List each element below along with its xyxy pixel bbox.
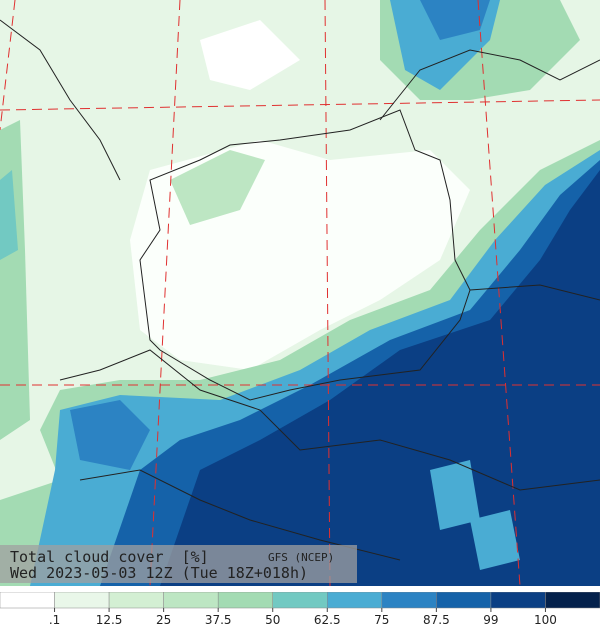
colorbar-label: 37.5: [205, 613, 232, 627]
colorbar-segment: [490, 592, 546, 609]
info-box: Total cloud cover [%] GFS (NCEP) Wed 202…: [0, 545, 357, 583]
colorbar-label: 50: [265, 613, 280, 627]
colorbar-label: 62.5: [314, 613, 341, 627]
model: GFS (NCEP): [268, 551, 335, 564]
colorbar-segment: [381, 592, 437, 609]
map: [0, 0, 600, 586]
colorbar-label: 100: [534, 613, 557, 627]
colorbar: .1 12.5 25 37.5 50 62.5 75 87.5 99 100: [0, 592, 600, 627]
unit: [%]: [181, 548, 209, 566]
colorbar-label: 99: [483, 613, 498, 627]
colorbar-label: 87.5: [423, 613, 450, 627]
colorbar-label: .1: [49, 613, 60, 627]
colorbar-segment: [108, 592, 164, 609]
colorbar-segment: [436, 592, 492, 609]
colorbar-label: 25: [156, 613, 171, 627]
colorbar-segment: [54, 592, 110, 609]
colorbar-segment: [217, 592, 273, 609]
colorbar-label: 75: [374, 613, 389, 627]
title-line: Total cloud cover [%]: [10, 548, 209, 566]
colorbar-segment: [545, 592, 600, 609]
valid-time: Wed 2023-05-03 12Z (Tue 18Z+018h): [10, 564, 309, 582]
colorbar-segment: [163, 592, 219, 609]
colorbar-segment: [0, 592, 55, 609]
colorbar-segment: [272, 592, 328, 609]
colorbar-segment: [327, 592, 383, 609]
title: Total cloud cover: [10, 548, 164, 566]
colorbar-label: 12.5: [96, 613, 123, 627]
